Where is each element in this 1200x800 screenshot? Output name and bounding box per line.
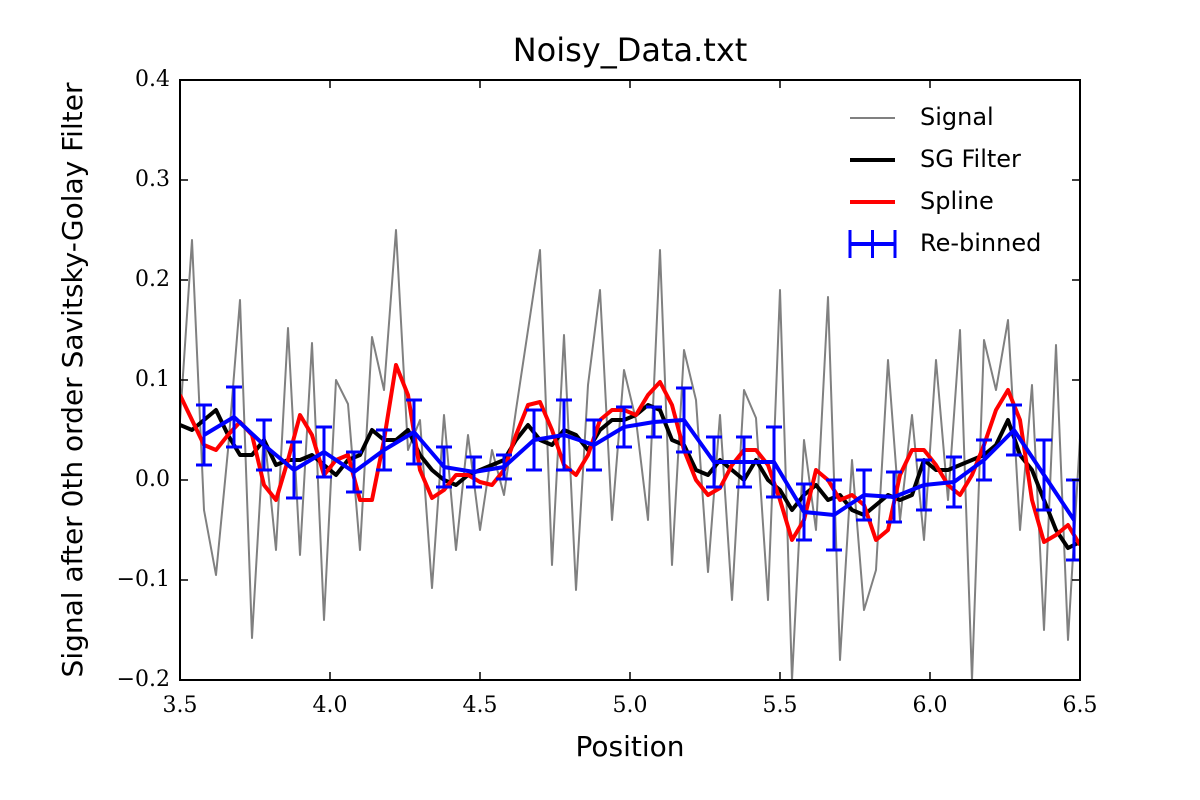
error-bar xyxy=(766,425,782,499)
x-tick-label: 4.0 xyxy=(313,693,348,718)
legend-label: Re-binned xyxy=(920,229,1041,257)
series-line xyxy=(180,229,1080,680)
x-tick-label: 6.0 xyxy=(913,693,948,718)
x-tick-label: 3.5 xyxy=(163,693,198,718)
error-bar xyxy=(376,428,392,472)
error-bar xyxy=(796,482,812,542)
error-bar xyxy=(286,440,302,500)
error-bar xyxy=(736,435,752,489)
error-bar xyxy=(496,453,512,481)
legend: Signal SG Filter Spline Re-binned xyxy=(848,103,1041,258)
x-tick-label: 4.5 xyxy=(463,693,498,718)
y-tick-label: 0.3 xyxy=(135,167,170,192)
error-bar xyxy=(886,470,902,524)
x-tick-label: 5.5 xyxy=(763,693,798,718)
error-bar xyxy=(406,398,422,466)
series-line xyxy=(202,415,1076,522)
error-bar xyxy=(856,468,872,522)
error-bar xyxy=(1006,403,1022,457)
error-bar xyxy=(706,435,722,489)
error-bar xyxy=(676,386,692,454)
chart-title: Noisy_Data.txt xyxy=(513,31,748,69)
axes-frame xyxy=(179,79,1081,681)
error-bar xyxy=(196,403,212,467)
error-bar xyxy=(346,450,362,494)
axes: 3.5 4.0 4.5 5.0 5.5 6.0 6.5 −0.2 −0.1 0.0 0.1 0.2 0.… xyxy=(117,67,1098,718)
error-bar xyxy=(466,455,482,489)
y-tick-label: −0.2 xyxy=(117,667,170,692)
series-line xyxy=(180,363,1080,547)
y-tick-label: 0.4 xyxy=(135,67,170,92)
y-axis-label: Signal after 0th order Savitsky-Golay Fi… xyxy=(56,82,89,677)
y-tick-label: 0.0 xyxy=(135,467,170,492)
x-tick-label: 5.0 xyxy=(613,693,648,718)
error-bar xyxy=(826,478,842,552)
plot-area xyxy=(180,229,1080,680)
x-axis-label: Position xyxy=(575,730,684,763)
error-bar xyxy=(1036,438,1052,512)
error-bar xyxy=(916,458,932,512)
error-bar xyxy=(556,398,572,472)
y-tick-label: 0.2 xyxy=(135,267,170,292)
legend-label: Spline xyxy=(920,187,994,215)
error-bar xyxy=(976,438,992,482)
error-bar xyxy=(316,425,332,479)
error-bar xyxy=(526,408,542,472)
y-tick-label: −0.1 xyxy=(117,567,170,592)
legend-label: Signal xyxy=(920,103,994,131)
error-bar xyxy=(616,405,632,449)
y-tick-label: 0.1 xyxy=(135,367,170,392)
error-bar xyxy=(586,418,602,472)
legend-label: SG Filter xyxy=(920,145,1021,173)
error-bar xyxy=(436,445,452,489)
error-bar xyxy=(256,418,272,472)
error-bar xyxy=(226,385,242,449)
x-tick-label: 6.5 xyxy=(1063,693,1098,718)
error-bar xyxy=(646,405,662,439)
error-bar xyxy=(946,455,962,509)
